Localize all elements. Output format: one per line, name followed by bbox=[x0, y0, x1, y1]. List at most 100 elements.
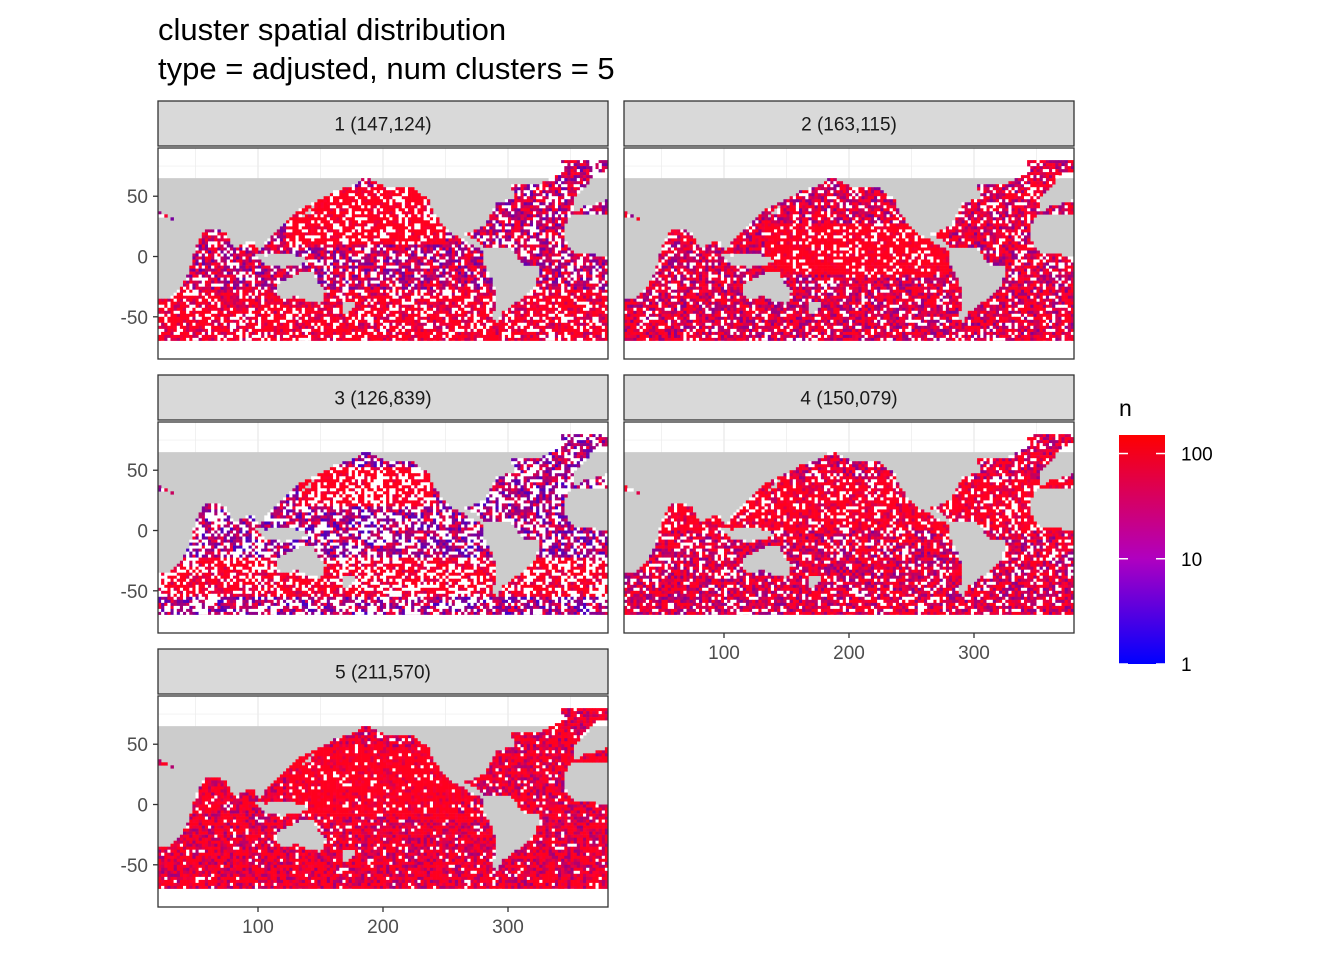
heatmap-cell bbox=[542, 265, 546, 269]
heatmap-cell bbox=[239, 259, 243, 263]
heatmap-cell bbox=[358, 325, 362, 330]
heatmap-cell bbox=[604, 259, 608, 263]
heatmap-cell bbox=[304, 301, 309, 306]
heatmap-cell bbox=[361, 250, 365, 254]
heatmap-cell bbox=[204, 301, 209, 306]
heatmap-cell bbox=[239, 310, 243, 315]
heatmap-cell bbox=[158, 316, 162, 321]
heatmap-cell bbox=[295, 307, 299, 312]
heatmap-cell bbox=[233, 310, 237, 315]
heatmap-cell bbox=[545, 271, 549, 275]
heatmap-cell bbox=[198, 328, 203, 333]
heatmap-cell bbox=[351, 214, 356, 218]
heatmap-cell bbox=[361, 304, 365, 309]
heatmap-cell bbox=[308, 214, 312, 218]
heatmap-cell bbox=[548, 253, 553, 257]
heatmap-cell bbox=[445, 235, 449, 239]
heatmap-cell bbox=[376, 235, 381, 239]
heatmap-cell bbox=[486, 286, 490, 291]
heatmap-cell bbox=[329, 205, 334, 209]
heatmap-cell bbox=[533, 235, 537, 239]
heatmap-cell bbox=[373, 316, 378, 321]
heatmap-cell bbox=[336, 322, 340, 327]
heatmap-cell bbox=[258, 307, 262, 312]
heatmap-cell bbox=[273, 283, 278, 287]
heatmap-cell bbox=[226, 304, 231, 309]
heatmap-cell bbox=[426, 238, 431, 242]
heatmap-cell bbox=[404, 280, 409, 284]
heatmap-cell bbox=[511, 211, 515, 215]
heatmap-cell bbox=[542, 301, 546, 306]
heatmap-cell bbox=[342, 226, 346, 230]
heatmap-cell bbox=[361, 313, 365, 318]
heatmap-cell bbox=[342, 253, 346, 257]
heatmap-cell bbox=[592, 172, 596, 176]
heatmap-cell bbox=[573, 301, 578, 306]
heatmap-cell bbox=[220, 241, 224, 245]
heatmap-cell bbox=[339, 229, 343, 233]
heatmap-cell bbox=[408, 268, 412, 272]
heatmap-cell bbox=[264, 244, 268, 248]
heatmap-cell bbox=[398, 307, 403, 312]
heatmap-cell bbox=[176, 310, 181, 315]
heatmap-cell bbox=[395, 271, 399, 275]
heatmap-cell bbox=[536, 256, 540, 260]
heatmap-cell bbox=[479, 310, 484, 315]
heatmap-cell bbox=[595, 283, 599, 287]
heatmap-cell bbox=[379, 232, 384, 236]
heatmap-cell bbox=[411, 307, 415, 312]
heatmap-cell bbox=[404, 214, 409, 218]
heatmap-cell bbox=[283, 229, 287, 233]
heatmap-cells bbox=[158, 160, 608, 345]
heatmap-cell bbox=[226, 253, 231, 257]
heatmap-cell bbox=[579, 187, 584, 191]
heatmap-cell bbox=[579, 160, 584, 164]
heatmap-cell bbox=[239, 289, 243, 294]
heatmap-cell bbox=[298, 316, 303, 321]
heatmap-cell bbox=[533, 322, 537, 327]
heatmap-cell bbox=[339, 289, 343, 294]
heatmap-cell bbox=[514, 235, 518, 239]
heatmap-cell bbox=[423, 217, 428, 221]
heatmap-cell bbox=[592, 325, 596, 330]
heatmap-cell bbox=[570, 271, 574, 275]
heatmap-cell bbox=[467, 325, 471, 330]
heatmap-cell bbox=[508, 325, 512, 330]
heatmap-cell bbox=[601, 310, 606, 315]
heatmap-cell bbox=[579, 295, 584, 300]
heatmap-cell bbox=[298, 268, 303, 272]
heatmap-cell bbox=[211, 277, 215, 281]
heatmap-cell bbox=[364, 256, 368, 260]
heatmap-cell bbox=[339, 250, 343, 254]
heatmap-cell bbox=[295, 316, 299, 321]
heatmap-cell bbox=[548, 259, 553, 263]
heatmap-cell bbox=[561, 307, 565, 312]
heatmap-cell bbox=[486, 277, 490, 281]
heatmap-cell bbox=[370, 322, 374, 327]
heatmap-cell bbox=[276, 247, 281, 251]
heatmap-cell bbox=[208, 283, 212, 287]
heatmap-cell bbox=[583, 166, 587, 170]
heatmap-cell bbox=[533, 211, 537, 215]
heatmap-cell bbox=[483, 286, 487, 291]
heatmap-cell bbox=[258, 292, 262, 297]
heatmap-cell bbox=[414, 235, 418, 239]
heatmap-cell bbox=[376, 319, 381, 324]
heatmap-cell bbox=[264, 283, 268, 287]
heatmap-cell bbox=[286, 316, 290, 321]
heatmap-cell bbox=[498, 223, 503, 227]
heatmap-cell bbox=[267, 250, 271, 254]
heatmap-cell bbox=[554, 259, 559, 263]
heatmap-cell bbox=[473, 325, 478, 330]
heatmap-cell bbox=[323, 202, 328, 206]
heatmap-cell bbox=[176, 295, 181, 300]
heatmap-cell bbox=[539, 280, 543, 284]
heatmap-cell bbox=[336, 199, 340, 203]
heatmap-cell bbox=[439, 253, 443, 257]
heatmap-cell bbox=[298, 244, 303, 248]
heatmap-cell bbox=[398, 232, 403, 236]
heatmap-cell bbox=[429, 253, 434, 257]
heatmap-cell bbox=[358, 241, 362, 245]
heatmap-cell bbox=[504, 244, 509, 248]
heatmap-cell bbox=[254, 280, 259, 284]
